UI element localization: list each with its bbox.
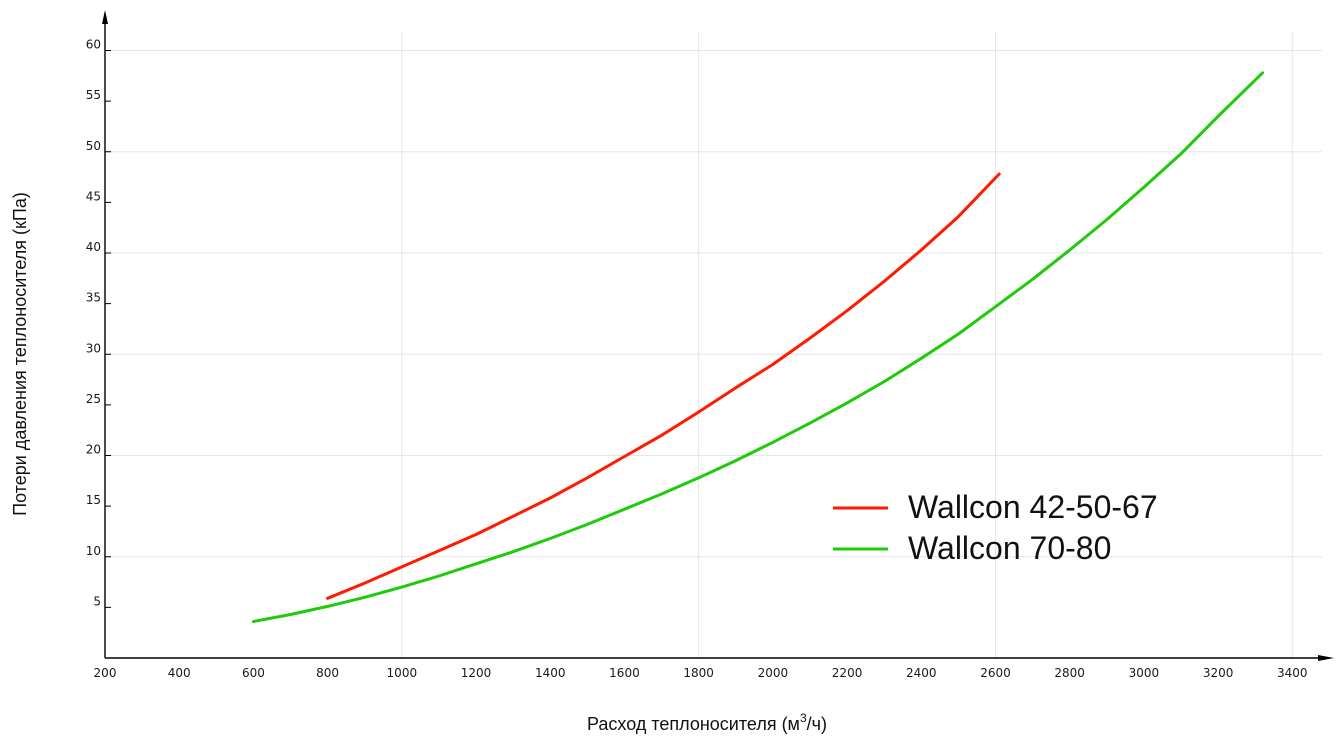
y-axis-arrow	[102, 10, 108, 24]
x-tick-label: 1200	[461, 666, 492, 680]
legend: Wallcon 42-50-67 Wallcon 70-80	[833, 489, 1158, 566]
x-tick-labels: 200 400 600 800 1000 1200 1400 1600 1800 2000 2200…	[94, 666, 1308, 680]
y-tick-label: 35	[86, 291, 101, 305]
x-tick-label: 2400	[906, 666, 937, 680]
x-tick-label: 3000	[1129, 666, 1160, 680]
legend-label-wallcon-42-50-67: Wallcon 42-50-67	[908, 489, 1158, 525]
x-axis-title: Расход теплоносителя (м3/ч)	[587, 711, 827, 734]
y-tick-label: 30	[86, 341, 101, 355]
y-axis-title: Потери давления теплоносителя (кПа)	[10, 192, 30, 516]
x-tick-label: 2600	[980, 666, 1011, 680]
x-tick-label: 3200	[1203, 666, 1234, 680]
x-tick-label: 1000	[387, 666, 418, 680]
axes	[102, 10, 1334, 661]
series	[251, 71, 1265, 623]
y-tick-label: 55	[86, 88, 101, 102]
x-tick-label: 400	[168, 666, 191, 680]
x-axis-title-tail: /ч)	[807, 714, 827, 734]
x-tick-label: 2800	[1054, 666, 1085, 680]
series-line-0	[326, 172, 1001, 600]
y-tick-label: 25	[86, 392, 101, 406]
x-axis-title-superscript: 3	[800, 711, 807, 725]
legend-label-wallcon-70-80: Wallcon 70-80	[908, 530, 1111, 566]
x-tick-label: 200	[94, 666, 117, 680]
y-tick-label: 5	[93, 594, 101, 608]
y-tick-label: 20	[86, 443, 101, 457]
y-tick-label: 60	[86, 38, 101, 52]
y-tick-labels: 5 10 15 20 25 30 35 40 45 50 55 60	[86, 38, 111, 608]
y-tick-label: 10	[86, 544, 101, 558]
x-tick-label: 1600	[609, 666, 640, 680]
grid	[105, 32, 1322, 658]
x-tick-label: 600	[242, 666, 265, 680]
x-tick-label: 1800	[683, 666, 714, 680]
series-line-1	[251, 71, 1265, 623]
x-tick-label: 3400	[1277, 666, 1308, 680]
y-tick-label: 45	[86, 189, 101, 203]
x-axis-arrow	[1318, 655, 1334, 661]
x-tick-label: 800	[316, 666, 339, 680]
x-tick-label: 2200	[832, 666, 863, 680]
x-tick-label: 1400	[535, 666, 566, 680]
y-tick-label: 15	[86, 493, 101, 507]
y-tick-label: 40	[86, 240, 101, 254]
x-tick-label: 2000	[758, 666, 789, 680]
y-tick-label: 50	[86, 139, 101, 153]
